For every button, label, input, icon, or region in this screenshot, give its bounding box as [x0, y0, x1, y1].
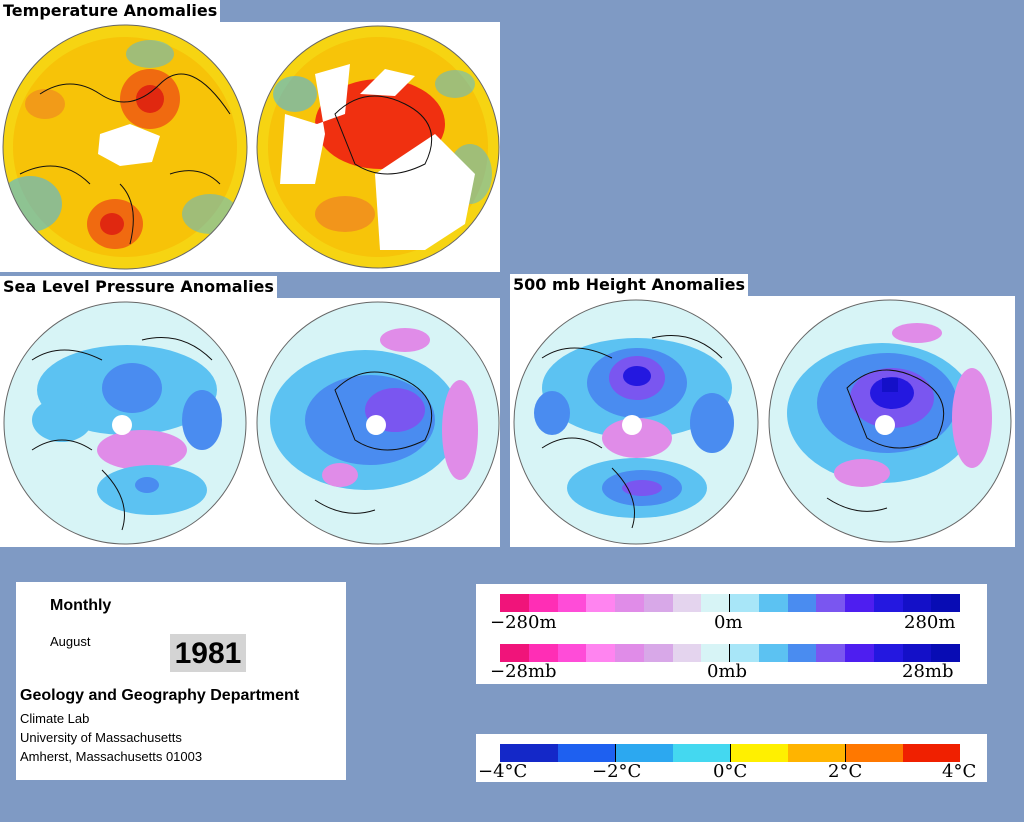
month-label: August — [50, 634, 91, 649]
slp-globe-south — [256, 301, 500, 545]
height-scale-swatch-0 — [500, 594, 529, 612]
height500-globe-north — [513, 299, 759, 545]
temp-tick-minus2 — [615, 744, 616, 762]
height-scale-swatch-2 — [557, 594, 587, 612]
pressure-scale-swatch-13 — [873, 644, 903, 662]
temperature-panel — [0, 22, 500, 272]
height-scale-swatch-7 — [701, 594, 730, 612]
pressure-scale-swatch-14 — [902, 644, 932, 662]
temp-scale-swatch-2 — [615, 744, 673, 762]
info-box: Monthly August 1981 Geology and Geograph… — [16, 582, 346, 780]
university-label: University of Massachusetts — [20, 730, 182, 745]
height-scale-swatch-15 — [931, 594, 960, 612]
height-scale-swatch-4 — [615, 594, 644, 612]
temperature-legend: −4°C −2°C 0°C 2°C 4°C — [476, 734, 987, 782]
temp-tick-plus2 — [845, 744, 846, 762]
height-scale-swatch-14 — [902, 594, 932, 612]
height-scale-swatch-12 — [845, 594, 874, 612]
address-label: Amherst, Massachusetts 01003 — [20, 749, 203, 764]
slp-globe-north — [3, 301, 247, 545]
slp-panel — [0, 298, 500, 547]
height-scale-max: 280m — [904, 612, 956, 633]
height-scale-mid: 0m — [714, 612, 743, 633]
temp-label-minus2: −2°C — [592, 761, 642, 782]
pressure-scale-min: −28mb — [490, 661, 557, 682]
temp-tick-zero — [730, 744, 731, 762]
temperature-color-scale — [500, 744, 960, 762]
temp-label-minus4: −4°C — [478, 761, 528, 782]
pressure-scale-mid: 0mb — [707, 661, 748, 682]
pressure-scale-swatch-6 — [672, 644, 702, 662]
temp-label-zero: 0°C — [713, 761, 748, 782]
period-label: Monthly — [50, 597, 112, 614]
pressure-scale-swatch-5 — [643, 644, 673, 662]
height-scale-swatch-6 — [672, 594, 702, 612]
pressure-scale-swatch-3 — [586, 644, 615, 662]
height-scale-swatch-5 — [643, 594, 673, 612]
temp-scale-swatch-0 — [500, 744, 558, 762]
height-scale-zero-tick — [729, 594, 730, 612]
lab-label: Climate Lab — [20, 711, 90, 726]
height-pressure-legend: −280m 0m 280m −28mb 0mb 28mb — [476, 584, 987, 684]
height-scale-swatch-10 — [787, 594, 817, 612]
height-color-scale — [500, 594, 960, 612]
pressure-scale-swatch-2 — [557, 644, 587, 662]
height-scale-swatch-8 — [730, 594, 759, 612]
pressure-scale-zero-tick — [729, 644, 730, 662]
height-scale-swatch-13 — [873, 594, 903, 612]
temp-label-plus2: 2°C — [828, 761, 863, 782]
pressure-scale-swatch-9 — [758, 644, 788, 662]
temperature-globe-south — [256, 25, 500, 269]
height-scale-swatch-1 — [528, 594, 558, 612]
slp-panel-title: Sea Level Pressure Anomalies — [0, 276, 277, 298]
height-scale-swatch-11 — [816, 594, 845, 612]
height-scale-min: −280m — [490, 612, 557, 633]
temp-label-plus4: 4°C — [942, 761, 977, 782]
pressure-scale-swatch-11 — [816, 644, 845, 662]
temp-scale-swatch-7 — [902, 744, 960, 762]
pressure-scale-swatch-15 — [931, 644, 960, 662]
temperature-globe-north — [2, 24, 248, 270]
height-scale-swatch-9 — [758, 594, 788, 612]
height500-panel — [510, 296, 1015, 547]
pressure-scale-swatch-10 — [787, 644, 817, 662]
department-label: Geology and Geography Department — [20, 687, 300, 704]
pressure-scale-swatch-8 — [730, 644, 759, 662]
height-scale-swatch-3 — [586, 594, 615, 612]
temp-scale-swatch-6 — [845, 744, 903, 762]
year-display: 1981 — [170, 634, 246, 672]
temp-scale-swatch-3 — [672, 744, 730, 762]
pressure-scale-swatch-1 — [528, 644, 558, 662]
temp-scale-swatch-5 — [787, 744, 845, 762]
height500-panel-title: 500 mb Height Anomalies — [510, 274, 749, 296]
temp-scale-swatch-1 — [557, 744, 615, 762]
pressure-scale-max: 28mb — [902, 661, 954, 682]
pressure-scale-swatch-7 — [701, 644, 730, 662]
height500-globe-south — [768, 299, 1012, 543]
pressure-scale-swatch-0 — [500, 644, 529, 662]
pressure-scale-swatch-4 — [615, 644, 644, 662]
temperature-panel-title: Temperature Anomalies — [0, 0, 221, 22]
pressure-scale-swatch-12 — [845, 644, 874, 662]
temp-scale-swatch-4 — [730, 744, 788, 762]
pressure-color-scale — [500, 644, 960, 662]
